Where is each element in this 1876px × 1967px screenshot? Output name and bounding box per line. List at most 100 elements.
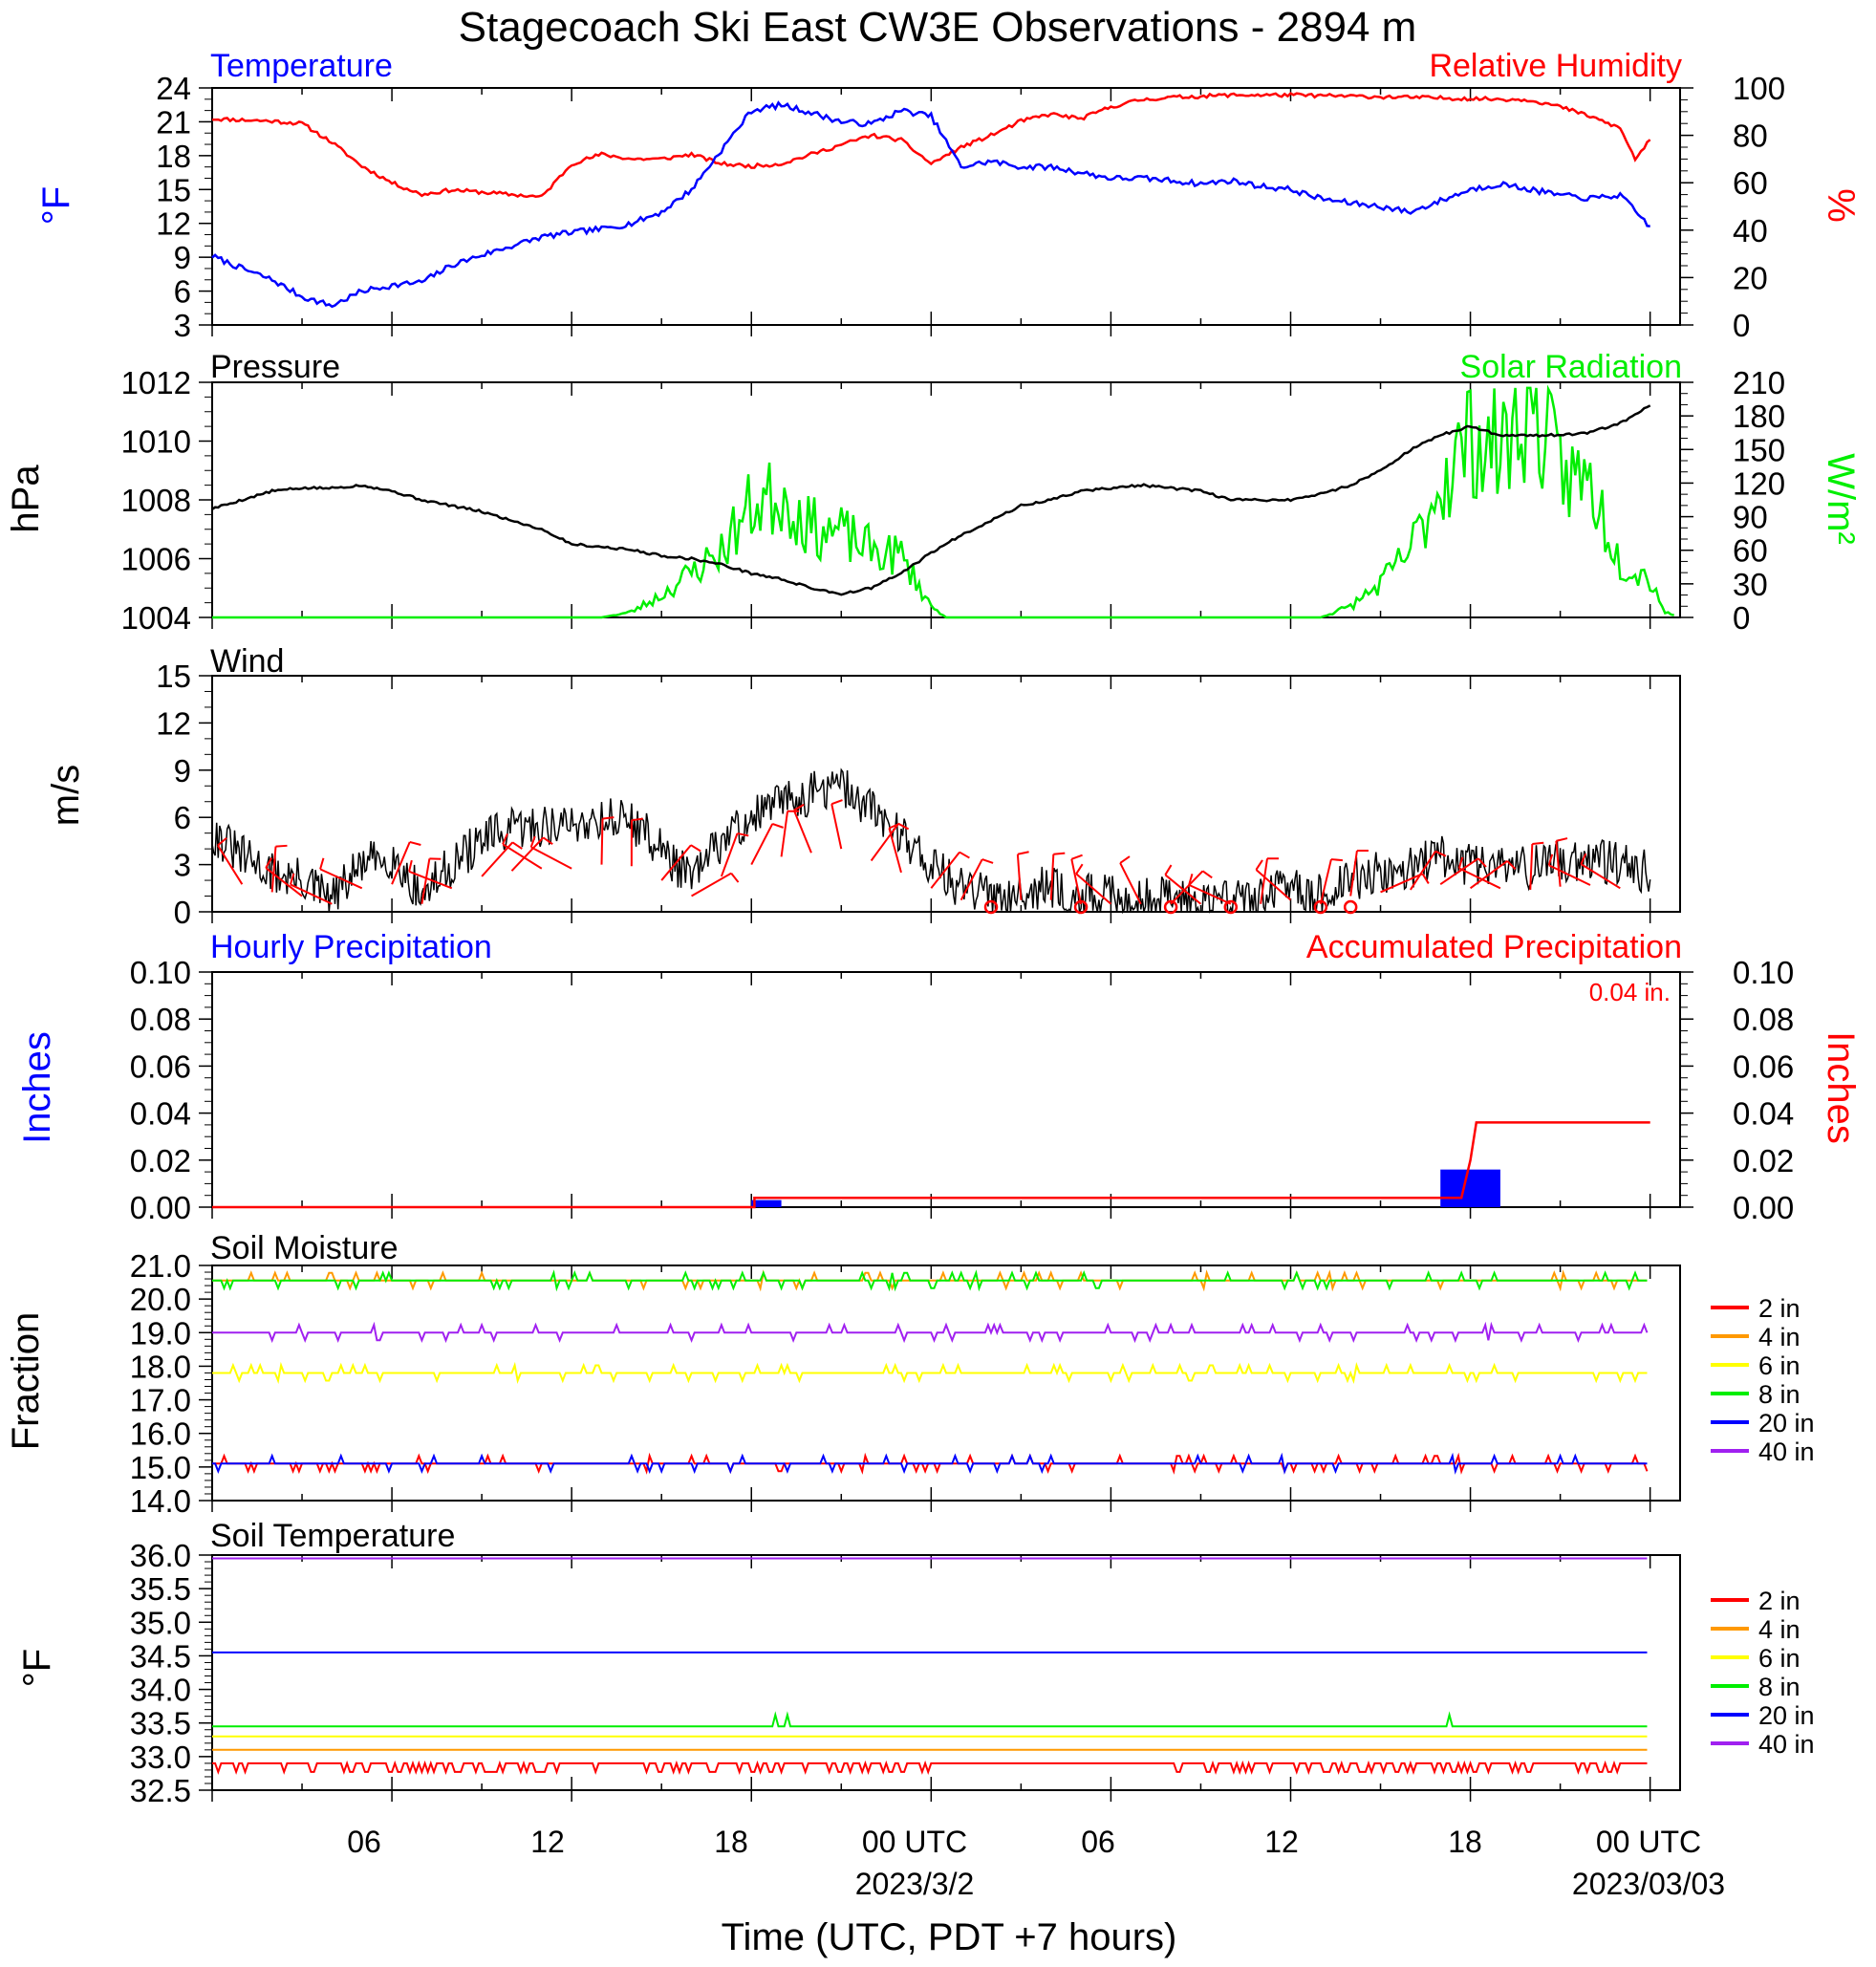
wind-barb-flag bbox=[889, 822, 900, 830]
wind-barb bbox=[408, 870, 453, 890]
x-date-label: 2023/03/03 bbox=[1572, 1867, 1725, 1901]
x-tick-label: 12 bbox=[1264, 1825, 1299, 1859]
solar-y-tick-label: 120 bbox=[1733, 465, 1785, 501]
precip-panel: Hourly Precipitation Accumulated Precipi… bbox=[16, 929, 1862, 1144]
soil-moisture-y-tick-label: 21.0 bbox=[130, 1248, 191, 1284]
wind-barb-flag bbox=[830, 799, 843, 806]
accum-precip-title: Accumulated Precipitation bbox=[1306, 929, 1682, 965]
solar-y-tick-label: 150 bbox=[1733, 432, 1785, 467]
soil-moisture-legend-label: 8 in bbox=[1758, 1380, 1801, 1409]
wind-barb-flag bbox=[542, 836, 553, 846]
wind-barb-flag bbox=[1017, 851, 1029, 855]
soil-temp-legend-label: 8 in bbox=[1758, 1673, 1801, 1701]
wind-barb bbox=[530, 846, 572, 870]
wind-barb bbox=[502, 843, 543, 870]
wind-y-tick-label: 3 bbox=[174, 848, 191, 883]
calm-wind-marker bbox=[1223, 899, 1239, 915]
wind-barb bbox=[1580, 863, 1621, 890]
soil-moisture-title: Soil Moisture bbox=[210, 1230, 399, 1266]
wind-barb-flag bbox=[319, 857, 325, 870]
soil-temp-y-tick-label: 32.5 bbox=[130, 1773, 191, 1808]
wind-barb bbox=[1349, 850, 1358, 897]
wind-barb bbox=[217, 844, 244, 885]
temperature-y-tick-label: 3 bbox=[174, 308, 191, 343]
solar-y-tick-label: 210 bbox=[1733, 365, 1785, 400]
humidity-y-tick-label: 0 bbox=[1733, 308, 1750, 343]
soil-moisture-legend-label: 6 in bbox=[1758, 1351, 1801, 1380]
wind-barb-flag bbox=[265, 857, 272, 869]
soil-moisture-line bbox=[212, 1269, 1648, 1292]
wind-barb bbox=[930, 851, 960, 889]
wind-barb-flag bbox=[1421, 873, 1430, 884]
wind-barb-flag bbox=[275, 844, 288, 848]
wind-barb-flag bbox=[959, 851, 970, 859]
precip-right-y-tick-label: 0.10 bbox=[1733, 955, 1794, 990]
soil-temp-y-tick-label: 35.0 bbox=[130, 1605, 191, 1640]
wind-barb-flag bbox=[1532, 841, 1544, 845]
wind-barb bbox=[391, 841, 411, 885]
wind-barb bbox=[1170, 870, 1204, 905]
wind-barb-flag bbox=[1070, 854, 1083, 860]
wind-barb-flag bbox=[897, 822, 910, 831]
wind-barb-flag bbox=[631, 817, 643, 822]
soil-moisture-plot-frame bbox=[211, 1264, 1681, 1502]
solar-y-tick-label: 60 bbox=[1733, 533, 1768, 569]
temperature-y-tick-label: 6 bbox=[174, 274, 191, 310]
wind-barb bbox=[660, 844, 692, 881]
solar-unit-label: W/m² bbox=[1820, 453, 1862, 545]
wind-barb-flag bbox=[1556, 837, 1568, 842]
calm-wind-marker bbox=[1313, 899, 1328, 915]
wind-barb-flag bbox=[981, 858, 994, 864]
humidity-y-tick-label: 20 bbox=[1733, 260, 1768, 295]
precip-right-y-tick-label: 0.00 bbox=[1733, 1190, 1794, 1225]
precip-left-y-tick-label: 0.04 bbox=[130, 1096, 191, 1132]
temperature-panel: Temperature Relative Humidity °F % bbox=[35, 48, 1862, 225]
soil-temp-legend-label: 4 in bbox=[1758, 1615, 1801, 1644]
wind-barb-flag bbox=[737, 832, 749, 837]
wind-barb bbox=[1439, 857, 1479, 886]
calm-wind-marker bbox=[983, 899, 999, 915]
wind-barb bbox=[792, 810, 812, 854]
soil-temp-y-tick-label: 33.5 bbox=[130, 1706, 191, 1741]
hourly-precip-bar bbox=[1440, 1169, 1500, 1207]
soil-moisture-line bbox=[212, 1361, 1648, 1385]
temperature-y-tick-label: 12 bbox=[156, 206, 191, 242]
wind-barb-flag bbox=[529, 835, 536, 848]
soil-temp-legend-label: 6 in bbox=[1758, 1644, 1801, 1673]
calm-wind-marker bbox=[1073, 899, 1089, 915]
pressure-line bbox=[211, 404, 1651, 596]
wind-barb-flag bbox=[1547, 854, 1554, 866]
wind-barb-flag bbox=[1506, 860, 1517, 871]
wind-speed-line bbox=[211, 767, 1651, 915]
precip-left-y-tick-label: 0.02 bbox=[130, 1143, 191, 1178]
soil-moisture-y-tick-label: 20.0 bbox=[130, 1282, 191, 1317]
precip-right-y-tick-label: 0.04 bbox=[1733, 1096, 1794, 1132]
wind-plot-frame bbox=[211, 675, 1681, 913]
soil-moisture-y-tick-label: 19.0 bbox=[130, 1315, 191, 1351]
soil-temp-y-tick-label: 33.0 bbox=[130, 1740, 191, 1775]
temperature-y-tick-label: 9 bbox=[174, 240, 191, 275]
wind-barb bbox=[1070, 858, 1083, 904]
wind-barb bbox=[830, 803, 843, 850]
wind-barb bbox=[780, 811, 789, 857]
wind-barb-flag bbox=[793, 803, 805, 811]
humidity-y-tick-label: 80 bbox=[1733, 119, 1768, 154]
wind-barb bbox=[290, 883, 333, 905]
wind-barb-flag bbox=[1330, 858, 1343, 862]
wind-barb-flag bbox=[1477, 857, 1487, 868]
wind-title: Wind bbox=[210, 643, 284, 680]
wind-barb-flag bbox=[730, 873, 740, 883]
wind-barb bbox=[1458, 867, 1501, 890]
soil-moisture-legend-label: 20 in bbox=[1758, 1409, 1815, 1437]
wind-barb bbox=[1119, 862, 1142, 905]
wind-barb bbox=[1319, 858, 1332, 904]
pressure-unit-label: hPa bbox=[5, 465, 47, 533]
soil-moisture-legend-label: 2 in bbox=[1758, 1294, 1801, 1323]
humidity-y-tick-label: 60 bbox=[1733, 165, 1768, 201]
soil-moisture-y-tick-label: 18.0 bbox=[130, 1349, 191, 1384]
soil-temp-y-tick-label: 36.0 bbox=[130, 1538, 191, 1573]
wind-barb bbox=[1255, 869, 1292, 901]
accum-precip-line bbox=[212, 1121, 1650, 1209]
